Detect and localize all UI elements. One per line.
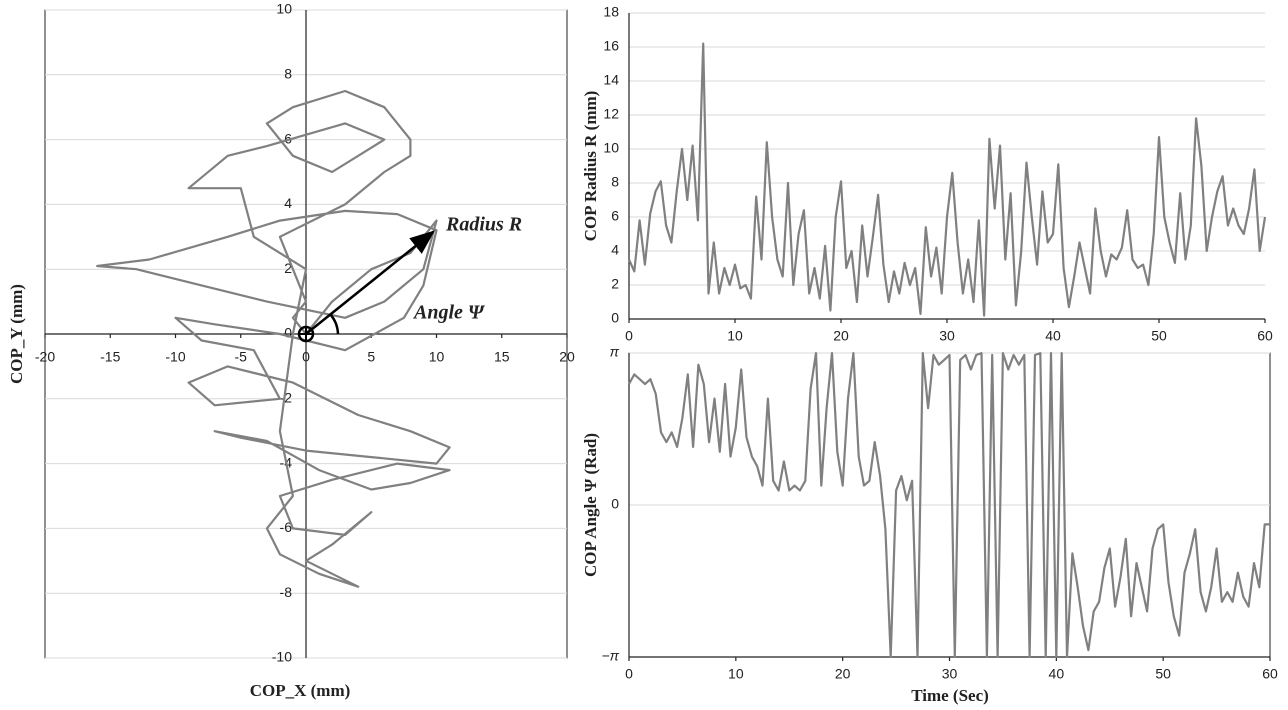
y-tick-label: 18 [603, 4, 619, 20]
y-tick-label: -2 [280, 390, 293, 406]
x-tick-label: 10 [727, 328, 743, 344]
y-tick-label: 0 [611, 496, 619, 512]
data-line [628, 352, 1270, 658]
x-tick-label: 10 [429, 349, 445, 365]
x-tick-label: 50 [1151, 328, 1167, 344]
x-tick-label: 20 [835, 666, 851, 682]
y-tick-label: 14 [603, 72, 619, 88]
y-tick-label: 2 [611, 276, 619, 292]
y-tick-label: 6 [284, 130, 292, 146]
x-tick-label: 20 [833, 328, 849, 344]
y-tick-label: -8 [280, 584, 293, 600]
x-tick-label: 30 [939, 328, 955, 344]
y-tick-label: 0 [611, 310, 619, 326]
y-tick-label: 8 [611, 174, 619, 190]
x-axis-label: COP_X (mm) [250, 681, 351, 700]
y-tick-label: 10 [276, 1, 292, 17]
y-tick-label: 16 [603, 38, 619, 54]
annotation: Radius R [445, 214, 522, 236]
y-tick-label: 6 [611, 208, 619, 224]
x-tick-label: 5 [367, 349, 375, 365]
y-tick-label: 8 [284, 66, 292, 82]
angle-arc [329, 313, 340, 335]
x-tick-label: 10 [728, 666, 744, 682]
x-tick-label: 0 [625, 328, 633, 344]
y-axis-label: COP Angle Ψ (Rad) [581, 433, 600, 577]
y-tick-label: -10 [272, 649, 292, 665]
radius-arrow [305, 230, 435, 335]
x-axis-label: Time (Sec) [911, 686, 989, 705]
y-tick-label: π [610, 344, 620, 360]
x-tick-label: -15 [100, 349, 120, 365]
x-tick-label: -10 [165, 349, 185, 365]
y-tick-label: 2 [284, 260, 292, 276]
x-tick-label: 0 [625, 666, 633, 682]
x-tick-label: -5 [235, 349, 248, 365]
y-tick-label: 12 [603, 106, 619, 122]
x-tick-label: 60 [1262, 666, 1278, 682]
x-tick-label: 30 [942, 666, 958, 682]
data-line [627, 42, 1267, 317]
annotation: Angle Ψ [412, 302, 486, 324]
y-tick-label: 10 [603, 140, 619, 156]
x-tick-label: 60 [1257, 328, 1273, 344]
y-tick-label: 4 [284, 195, 292, 211]
data-line [96, 89, 451, 588]
y-tick-label: −π [601, 648, 619, 664]
x-tick-label: 20 [559, 349, 575, 365]
x-tick-label: 15 [494, 349, 510, 365]
x-tick-label: 40 [1045, 328, 1061, 344]
y-tick-label: -6 [280, 519, 293, 535]
x-tick-label: -20 [35, 349, 55, 365]
x-tick-label: 50 [1155, 666, 1171, 682]
y-tick-label: 0 [284, 325, 292, 341]
x-tick-label: 40 [1049, 666, 1065, 682]
y-tick-label: 4 [611, 242, 619, 258]
y-axis-label: COP_Y (mm) [7, 284, 26, 384]
y-axis-label: COP Radius R (mm) [581, 91, 600, 242]
